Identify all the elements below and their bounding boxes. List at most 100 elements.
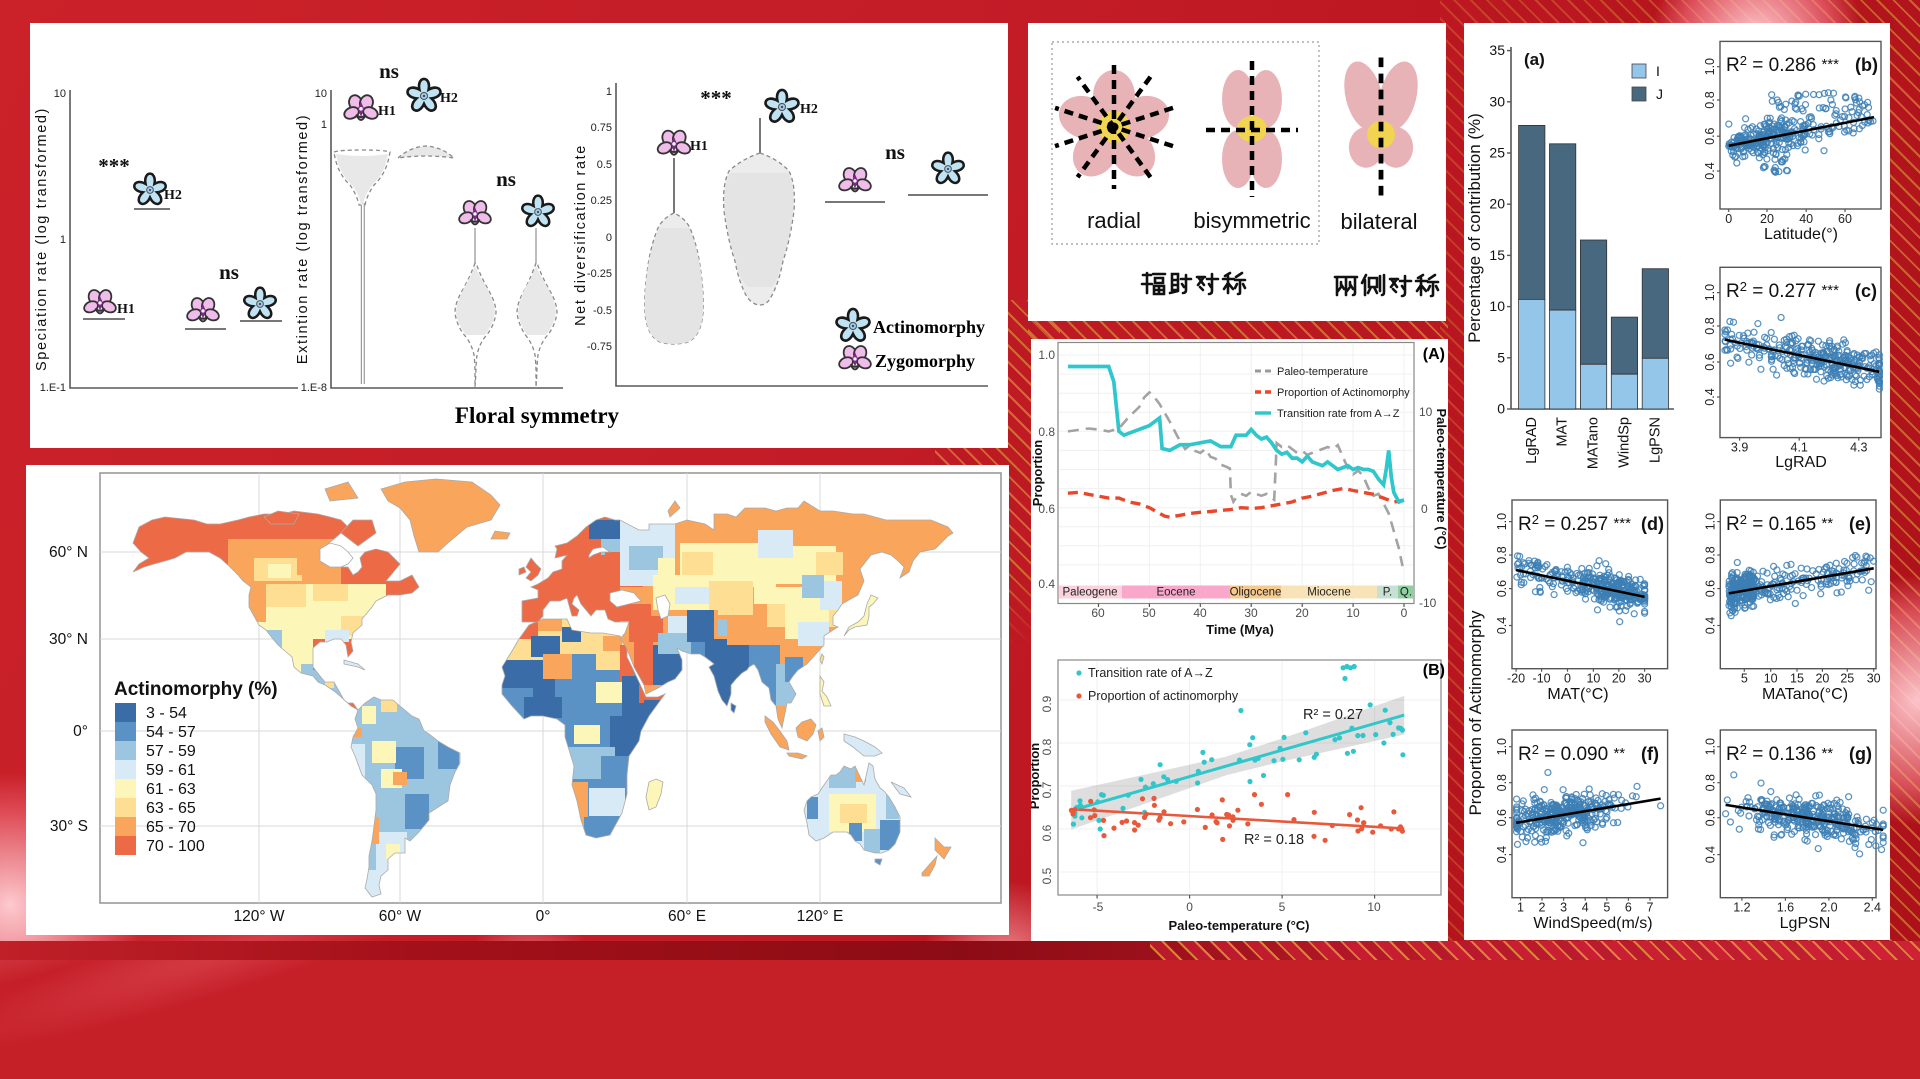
svg-text:(b): (b) [1855, 55, 1878, 75]
svg-text:0: 0 [1401, 606, 1408, 620]
svg-text:1.0: 1.0 [1703, 284, 1717, 301]
svg-text:60° E: 60° E [668, 908, 706, 925]
svg-text:-5: -5 [1093, 900, 1104, 914]
svg-text:-10: -10 [1533, 672, 1551, 686]
svg-text:Extintion rate (log transforme: Extintion rate (log transformed) [295, 114, 311, 364]
svg-text:0.8: 0.8 [1495, 774, 1509, 791]
svg-text:1.0: 1.0 [1495, 513, 1509, 530]
svg-text:0.5: 0.5 [1040, 867, 1054, 884]
svg-text:Paleo-temperature (°C): Paleo-temperature (°C) [1168, 918, 1309, 933]
svg-text:0.9: 0.9 [1040, 695, 1054, 712]
svg-text:0.6: 0.6 [1040, 824, 1054, 841]
svg-text:Speciation rate (log transform: Speciation rate (log transformed) [34, 107, 50, 371]
svg-text:Proportion: Proportion [1031, 440, 1045, 506]
svg-text:10: 10 [1367, 900, 1381, 914]
svg-text:Transition rate of A→Z: Transition rate of A→Z [1088, 666, 1213, 680]
svg-text:50: 50 [1142, 606, 1156, 620]
svg-text:40: 40 [1799, 212, 1813, 226]
svg-text:0.8: 0.8 [1038, 425, 1055, 439]
svg-text:0.4: 0.4 [1703, 617, 1717, 634]
svg-text:Latitude(°): Latitude(°) [1764, 226, 1838, 243]
svg-text:1.E-8: 1.E-8 [301, 382, 327, 394]
svg-text:MATano(°C): MATano(°C) [1762, 686, 1848, 703]
svg-text:WindSpeed(m/s): WindSpeed(m/s) [1533, 915, 1652, 932]
svg-text:0.8: 0.8 [1703, 774, 1717, 791]
svg-text:Proportion of actinomorphy: Proportion of actinomorphy [1088, 689, 1239, 703]
svg-text:Oligocene: Oligocene [1230, 587, 1282, 599]
svg-text:4.3: 4.3 [1850, 441, 1867, 455]
svg-text:10: 10 [54, 88, 66, 100]
svg-text:5: 5 [1603, 901, 1610, 915]
svg-text:Net diversification rate: Net diversification rate [573, 144, 589, 326]
svg-text:LgPSN: LgPSN [1780, 915, 1831, 932]
svg-text:3.9: 3.9 [1731, 441, 1748, 455]
svg-text:0.4: 0.4 [1495, 846, 1509, 863]
svg-text:120° E: 120° E [797, 908, 844, 925]
svg-text:60° N: 60° N [49, 544, 88, 561]
svg-text:1.0: 1.0 [1703, 513, 1717, 530]
svg-text:10: 10 [1764, 672, 1778, 686]
svg-text:0: 0 [1497, 401, 1505, 417]
svg-text:H2: H2 [800, 102, 818, 117]
svg-text:H1: H1 [690, 139, 708, 154]
svg-text:35: 35 [1489, 42, 1505, 58]
svg-text:P.: P. [1383, 587, 1392, 599]
svg-text:Proportion of Actinomorphy: Proportion of Actinomorphy [1277, 387, 1410, 399]
svg-text:Proportion of Actinomorphy: Proportion of Actinomorphy [1466, 610, 1485, 816]
svg-text:20: 20 [1815, 672, 1829, 686]
svg-text:Paleo-temperature (°C): Paleo-temperature (°C) [1434, 408, 1448, 549]
svg-text:LgRAD: LgRAD [1524, 417, 1540, 464]
svg-text:Time (Mya): Time (Mya) [1206, 622, 1274, 637]
svg-text:4.1: 4.1 [1791, 441, 1808, 455]
svg-text:0.5: 0.5 [597, 159, 612, 171]
svg-text:R2 = 0.286 ***: R2 = 0.286 *** [1726, 53, 1839, 76]
svg-text:20: 20 [1612, 672, 1626, 686]
svg-text:63 - 65: 63 - 65 [146, 800, 196, 817]
svg-text:15: 15 [1790, 672, 1804, 686]
svg-text:bilateral: bilateral [1340, 209, 1417, 234]
svg-text:0.8: 0.8 [1703, 317, 1717, 334]
svg-text:0.7: 0.7 [1040, 781, 1054, 798]
svg-text:0°: 0° [536, 908, 551, 925]
svg-text:4: 4 [1582, 901, 1589, 915]
svg-text:10: 10 [1586, 672, 1600, 686]
svg-text:(g): (g) [1849, 744, 1872, 764]
svg-text:1.0: 1.0 [1703, 738, 1717, 755]
svg-text:60: 60 [1838, 212, 1852, 226]
svg-text:MAT: MAT [1555, 417, 1571, 447]
svg-text:30° S: 30° S [50, 818, 88, 835]
svg-text:70 - 100: 70 - 100 [146, 838, 205, 855]
svg-text:0.6: 0.6 [1703, 580, 1717, 597]
svg-text:0.25: 0.25 [591, 195, 612, 207]
svg-text:0.4: 0.4 [1703, 388, 1717, 405]
svg-text:10: 10 [1489, 298, 1505, 314]
svg-text:H1: H1 [117, 302, 135, 317]
svg-text:0: 0 [606, 232, 612, 244]
svg-text:0.4: 0.4 [1703, 846, 1717, 863]
svg-text:***: *** [98, 154, 130, 178]
svg-text:MATano: MATano [1586, 417, 1602, 469]
svg-text:61 - 63: 61 - 63 [146, 781, 196, 798]
svg-text:30° N: 30° N [49, 631, 88, 648]
svg-text:0.75: 0.75 [591, 122, 612, 134]
svg-text:0.8: 0.8 [1495, 546, 1509, 563]
svg-text:R2 = 0.257 ***: R2 = 0.257 *** [1518, 512, 1631, 535]
svg-text:59 - 61: 59 - 61 [146, 762, 196, 779]
svg-text:(e): (e) [1849, 514, 1871, 534]
svg-text:57 - 59: 57 - 59 [146, 743, 196, 760]
svg-text:MAT(°C): MAT(°C) [1547, 686, 1608, 703]
svg-text:R2 = 0.090 **: R2 = 0.090 ** [1518, 742, 1625, 765]
svg-text:***: *** [700, 86, 732, 110]
svg-text:0.6: 0.6 [1703, 353, 1717, 370]
svg-text:Eocene: Eocene [1156, 587, 1195, 599]
svg-text:60° W: 60° W [379, 908, 422, 925]
svg-text:Proportion: Proportion [1031, 743, 1042, 809]
svg-text:10: 10 [1419, 405, 1433, 419]
svg-text:0.4: 0.4 [1703, 162, 1717, 179]
svg-text:R² = 0.18: R² = 0.18 [1244, 832, 1304, 848]
svg-text:-0.75: -0.75 [587, 341, 612, 353]
svg-text:0: 0 [1421, 502, 1428, 516]
svg-text:WindSp: WindSp [1617, 417, 1633, 468]
svg-text:0.6: 0.6 [1703, 809, 1717, 826]
svg-text:30: 30 [1867, 672, 1881, 686]
